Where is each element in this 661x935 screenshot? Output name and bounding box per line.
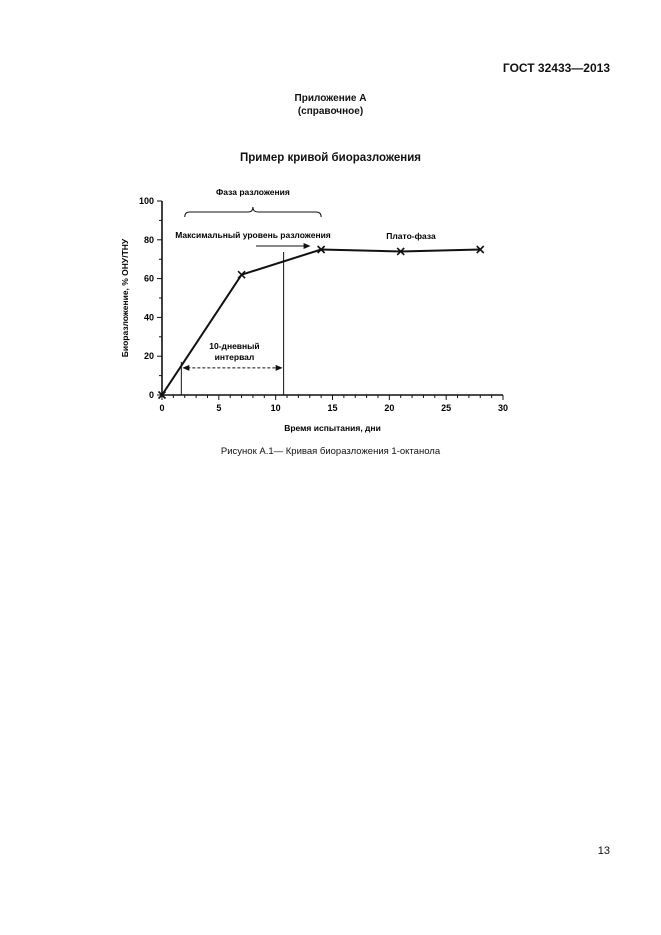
interval-arrowhead-right xyxy=(275,364,283,371)
interval-label-line2: интервал xyxy=(215,352,255,362)
x-tick-label: 0 xyxy=(159,403,164,413)
y-tick-label: 0 xyxy=(149,390,154,400)
y-tick-label: 80 xyxy=(144,235,154,245)
y-axis-label: Биоразложение, % ОНУ/ТНУ xyxy=(120,238,130,357)
x-tick-label: 30 xyxy=(498,403,508,413)
data-point-marker xyxy=(157,390,167,400)
data-point-marker xyxy=(476,245,485,254)
x-tick-label: 15 xyxy=(327,403,337,413)
y-tick-label: 60 xyxy=(144,274,154,284)
interval-arrowhead-left xyxy=(182,364,190,371)
appendix-heading: Приложение А (справочное) xyxy=(0,92,661,118)
plateau-label: Плато-фаза xyxy=(386,231,436,241)
y-tick-label: 20 xyxy=(144,351,154,361)
appendix-title: Приложение А xyxy=(294,93,367,104)
max-level-arrowhead xyxy=(303,243,311,249)
series-group xyxy=(157,245,485,400)
x-tick-label: 10 xyxy=(271,403,281,413)
data-point-marker xyxy=(317,245,326,254)
phase-brace xyxy=(184,206,322,218)
data-point-marker xyxy=(237,270,246,279)
interval-label-line1: 10-дневный xyxy=(209,341,259,351)
appendix-subtitle: (справочное) xyxy=(297,106,364,117)
y-tick-label: 40 xyxy=(144,312,154,322)
data-point-marker xyxy=(396,247,405,256)
x-tick-label: 20 xyxy=(384,403,394,413)
y-tick-label: 100 xyxy=(139,196,154,206)
page-number: 13 xyxy=(597,845,610,857)
x-tick-label: 25 xyxy=(441,403,451,413)
chart-annotations: Фаза разложения Максимальный уровень раз… xyxy=(175,187,436,395)
x-tick-label: 5 xyxy=(216,403,221,413)
max-level-label: Максимальный уровень разложения xyxy=(175,230,331,240)
chart-title: Пример кривой биоразложения xyxy=(239,152,421,164)
biodegradation-chart: 0 5 10 15 20 25 30 0 20 40 60 80 100 Время испытани… xyxy=(120,187,508,433)
document-code: ГОСТ 32433—2013 xyxy=(502,61,610,75)
x-ticks: 0 5 10 15 20 25 30 xyxy=(159,395,508,413)
phase-label: Фаза разложения xyxy=(216,187,290,197)
y-ticks: 0 20 40 60 80 100 xyxy=(139,196,162,400)
figure-caption: Рисунок А.1— Кривая биоразложения 1-окта… xyxy=(220,446,441,457)
series-line xyxy=(161,248,481,396)
x-axis-label: Время испытания, дни xyxy=(284,423,381,433)
